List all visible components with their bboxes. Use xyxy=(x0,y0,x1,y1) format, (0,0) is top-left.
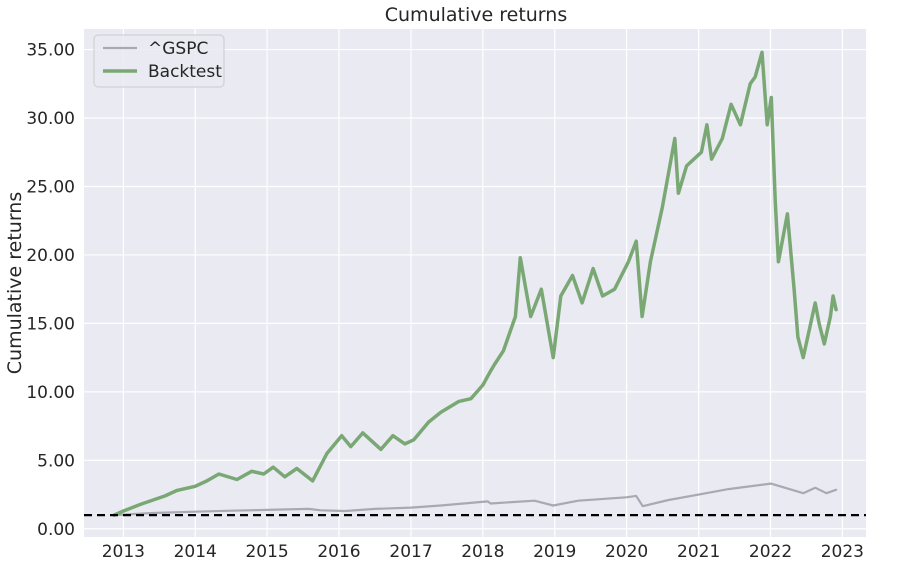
series-lines xyxy=(112,50,838,517)
y-tick-label: 0.00 xyxy=(37,520,75,540)
y-tick-label: 15.00 xyxy=(26,314,75,334)
y-tick-label: 20.00 xyxy=(26,246,75,266)
chart-title: Cumulative returns xyxy=(385,4,567,26)
x-tick-label: 2013 xyxy=(102,542,145,562)
x-axis-ticks: 2013 2014 2015 2016 2017 2018 2019 2020 2021 2022… xyxy=(102,542,864,562)
x-tick-label: 2023 xyxy=(821,542,864,562)
y-tick-label: 10.00 xyxy=(26,383,75,403)
y-axis-ticks: 0.00 5.00 10.00 15.00 20.00 25.00 30.00 35.00 xyxy=(26,41,75,540)
y-axis-label: Cumulative returns xyxy=(4,192,26,374)
legend-label-gspc: ^GSPC xyxy=(148,39,208,59)
y-tick-label: 35.00 xyxy=(26,41,75,61)
y-tick-label: 5.00 xyxy=(37,451,75,471)
y-tick-label: 30.00 xyxy=(26,109,75,129)
x-tick-label: 2014 xyxy=(174,542,217,562)
x-tick-label: 2017 xyxy=(389,542,432,562)
legend-label-backtest: Backtest xyxy=(148,62,222,82)
x-tick-label: 2022 xyxy=(749,542,792,562)
x-tick-label: 2021 xyxy=(677,542,720,562)
x-tick-label: 2015 xyxy=(245,542,288,562)
x-tick-label: 2020 xyxy=(605,542,648,562)
x-tick-label: 2016 xyxy=(317,542,360,562)
legend: ^GSPC Backtest xyxy=(93,34,225,88)
x-tick-label: 2018 xyxy=(461,542,504,562)
x-tick-label: 2019 xyxy=(533,542,576,562)
y-tick-label: 25.00 xyxy=(26,177,75,197)
series-line-backtest xyxy=(112,50,838,517)
series-line-gspc xyxy=(113,482,838,517)
